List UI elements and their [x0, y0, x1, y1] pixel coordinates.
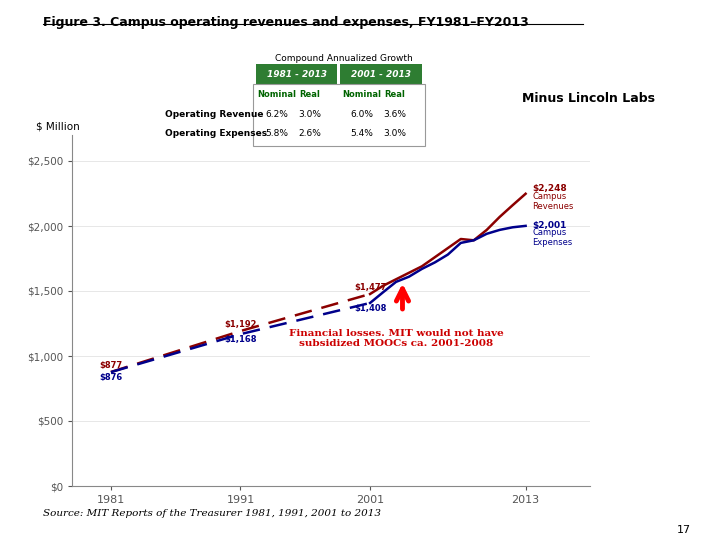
Text: $1,168: $1,168 — [224, 335, 257, 344]
Text: 3.0%: 3.0% — [299, 110, 322, 119]
Text: 1981 - 2013: 1981 - 2013 — [266, 70, 327, 79]
Text: 3.6%: 3.6% — [383, 110, 406, 119]
Text: $2,248: $2,248 — [532, 184, 567, 193]
Text: Real: Real — [300, 90, 320, 99]
Text: $877: $877 — [99, 361, 122, 370]
Text: Nominal: Nominal — [342, 90, 381, 99]
Text: Compound Annualized Growth: Compound Annualized Growth — [274, 54, 413, 63]
Text: $1,408: $1,408 — [354, 304, 386, 313]
Text: $1,192: $1,192 — [224, 320, 257, 329]
Text: Operating Revenue: Operating Revenue — [165, 110, 264, 119]
Bar — [253, 84, 425, 146]
Text: Figure 3. Campus operating revenues and expenses, FY1981–FY2013: Figure 3. Campus operating revenues and … — [43, 16, 529, 29]
Text: 6.0%: 6.0% — [350, 110, 373, 119]
Text: 2001 - 2013: 2001 - 2013 — [351, 70, 411, 79]
Text: $2,001: $2,001 — [532, 221, 567, 231]
Text: Minus Lincoln Labs: Minus Lincoln Labs — [522, 92, 655, 105]
Text: Financial losses. MIT would not have
subsidized MOOCs ca. 2001-2008: Financial losses. MIT would not have sub… — [289, 329, 503, 348]
Text: Operating Expenses: Operating Expenses — [165, 129, 267, 138]
Text: Campus
Revenues: Campus Revenues — [532, 192, 573, 211]
Text: 3.0%: 3.0% — [383, 129, 406, 138]
Text: 5.4%: 5.4% — [350, 129, 373, 138]
Text: Campus
Expenses: Campus Expenses — [532, 228, 572, 247]
Text: Real: Real — [384, 90, 405, 99]
Text: 17: 17 — [677, 524, 691, 535]
Text: Nominal: Nominal — [258, 90, 297, 99]
FancyBboxPatch shape — [341, 64, 422, 85]
Text: 6.2%: 6.2% — [266, 110, 288, 119]
Text: Source: MIT Reports of the Treasurer 1981, 1991, 2001 to 2013: Source: MIT Reports of the Treasurer 198… — [43, 509, 381, 518]
Text: 5.8%: 5.8% — [266, 129, 289, 138]
Text: $1,477: $1,477 — [354, 283, 386, 292]
Text: 2.6%: 2.6% — [299, 129, 322, 138]
FancyBboxPatch shape — [256, 64, 338, 85]
Text: $876: $876 — [99, 373, 122, 382]
Text: $ Million: $ Million — [36, 122, 79, 131]
